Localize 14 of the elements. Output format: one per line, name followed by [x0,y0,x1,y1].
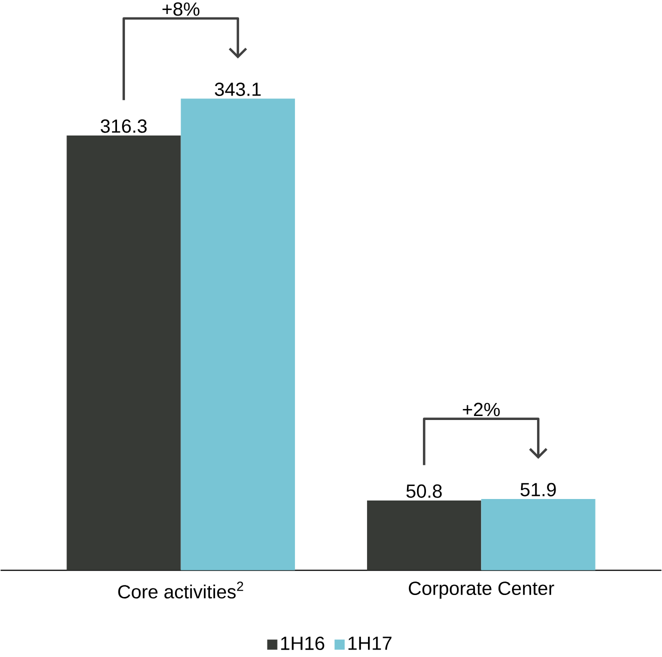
legend-label: 1H17 [348,636,392,650]
data-label: 51.9 [520,482,556,496]
data-label: 316.3 [100,119,147,133]
x-tick-label: Core activities$^{2}$ [118,581,244,598]
bar [180,98,295,570]
data-label: 343.1 [214,82,261,96]
bar [481,498,596,570]
bar [66,135,181,570]
text: +8% [162,2,200,16]
x-tick-label: Corporate Center [408,581,554,599]
bar [367,500,482,570]
data-label: 50.8 [406,484,442,498]
annotation: +2% [462,402,500,416]
legend-label: 1H16 [281,636,324,650]
